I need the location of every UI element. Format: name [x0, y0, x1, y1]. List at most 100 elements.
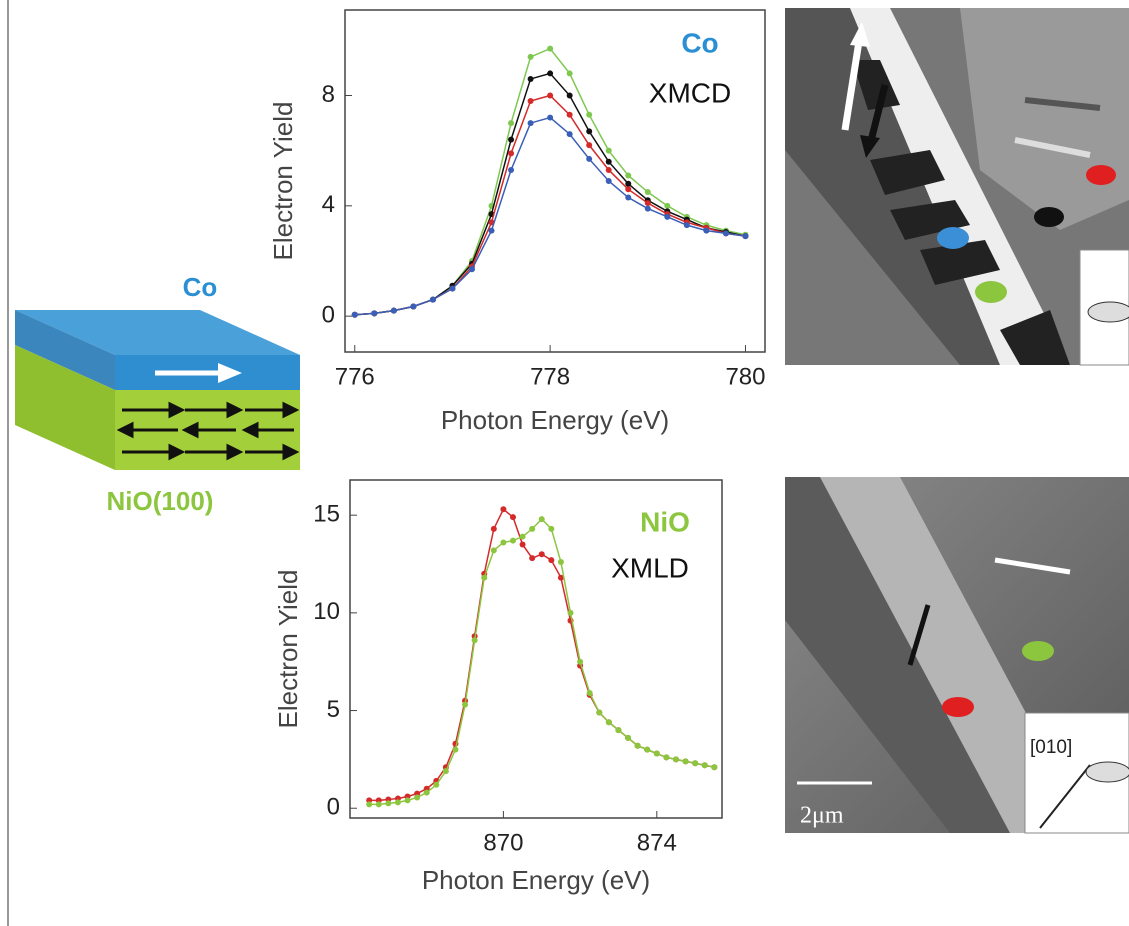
data-point — [528, 54, 534, 60]
x-axis-label: Photon Energy (eV) — [422, 865, 650, 895]
data-point — [405, 797, 411, 803]
data-point — [443, 768, 449, 774]
data-point — [547, 46, 553, 52]
data-point — [547, 93, 553, 99]
data-point — [606, 167, 612, 173]
annotation: NiO — [640, 506, 690, 537]
data-point — [510, 514, 516, 520]
data-point — [508, 137, 514, 143]
y-axis-label: Electron Yield — [268, 102, 298, 261]
data-point — [481, 575, 487, 581]
data-point — [430, 297, 436, 303]
data-point — [567, 112, 573, 118]
data-point — [529, 555, 535, 561]
data-point — [520, 541, 526, 547]
y-tick-label: 15 — [313, 501, 340, 528]
data-point — [587, 690, 593, 696]
nio-label: NiO(100) — [107, 486, 214, 516]
data-point — [371, 310, 377, 316]
scale-label: 2μm — [800, 803, 844, 829]
data-point — [352, 312, 358, 318]
data-point — [645, 206, 651, 212]
x-tick-label: 776 — [335, 363, 375, 390]
data-point — [606, 159, 612, 165]
data-point — [606, 719, 612, 725]
data-point — [508, 150, 514, 156]
data-point — [644, 747, 650, 753]
direction-label: [010] — [1030, 737, 1072, 758]
data-point — [433, 782, 439, 788]
page: Co NiO(100) 2μm — [0, 0, 1129, 926]
data-point — [568, 610, 574, 616]
y-tick-label: 5 — [327, 696, 340, 723]
data-point — [508, 120, 514, 126]
x-tick-label: 870 — [483, 829, 523, 856]
dot — [937, 227, 969, 249]
data-point — [567, 131, 573, 137]
xmcd-image — [785, 8, 1129, 365]
data-point — [663, 754, 669, 760]
co-label: Co — [183, 272, 218, 302]
data-point — [510, 538, 516, 544]
data-point — [462, 702, 468, 708]
data-point — [508, 167, 514, 173]
annotation: Co — [681, 27, 718, 58]
y-tick-label: 8 — [322, 81, 335, 108]
data-point — [586, 156, 592, 162]
data-point — [625, 186, 631, 192]
data-point — [539, 551, 545, 557]
data-point — [711, 764, 717, 770]
y-tick-label: 0 — [327, 794, 340, 821]
data-point — [625, 181, 631, 187]
dot — [942, 697, 974, 717]
annotation: XMLD — [611, 552, 689, 583]
data-point — [548, 526, 554, 532]
data-point — [567, 93, 573, 99]
data-point — [673, 756, 679, 762]
dot — [1022, 641, 1054, 661]
layer-diagram: Co NiO(100) — [15, 272, 300, 516]
x-tick-label: 778 — [530, 363, 570, 390]
data-point — [577, 659, 583, 665]
figure: Co NiO(100) 2μm — [0, 0, 1129, 926]
data-point — [472, 637, 478, 643]
data-point — [489, 228, 495, 234]
data-point — [625, 172, 631, 178]
data-point — [692, 760, 698, 766]
data-point — [684, 222, 690, 228]
data-point — [703, 228, 709, 234]
data-point — [547, 70, 553, 76]
data-point — [391, 308, 397, 314]
data-point — [635, 743, 641, 749]
data-point — [500, 506, 506, 512]
data-point — [606, 148, 612, 154]
data-point — [376, 801, 382, 807]
plot-frame — [345, 10, 765, 352]
data-point — [683, 758, 689, 764]
data-point — [528, 120, 534, 126]
data-point — [645, 200, 651, 206]
series-line — [355, 96, 746, 315]
y-axis-label: Electron Yield — [273, 570, 303, 729]
data-point — [654, 751, 660, 757]
annotation: XMCD — [649, 77, 731, 108]
data-point — [520, 534, 526, 540]
data-point — [469, 266, 475, 272]
data-point — [491, 547, 497, 553]
data-point — [586, 112, 592, 118]
data-point — [548, 557, 554, 563]
data-point — [625, 195, 631, 201]
data-point — [645, 189, 651, 195]
xmld-image: 2μm [010] — [785, 477, 1129, 833]
data-point — [625, 735, 631, 741]
x-tick-label: 780 — [725, 363, 765, 390]
series-line — [355, 73, 746, 314]
data-point — [702, 762, 708, 768]
data-point — [528, 76, 534, 82]
y-tick-label: 0 — [322, 301, 335, 328]
y-tick-label: 10 — [313, 598, 340, 625]
data-point — [742, 233, 748, 239]
data-point — [606, 178, 612, 184]
dot — [1034, 207, 1064, 227]
